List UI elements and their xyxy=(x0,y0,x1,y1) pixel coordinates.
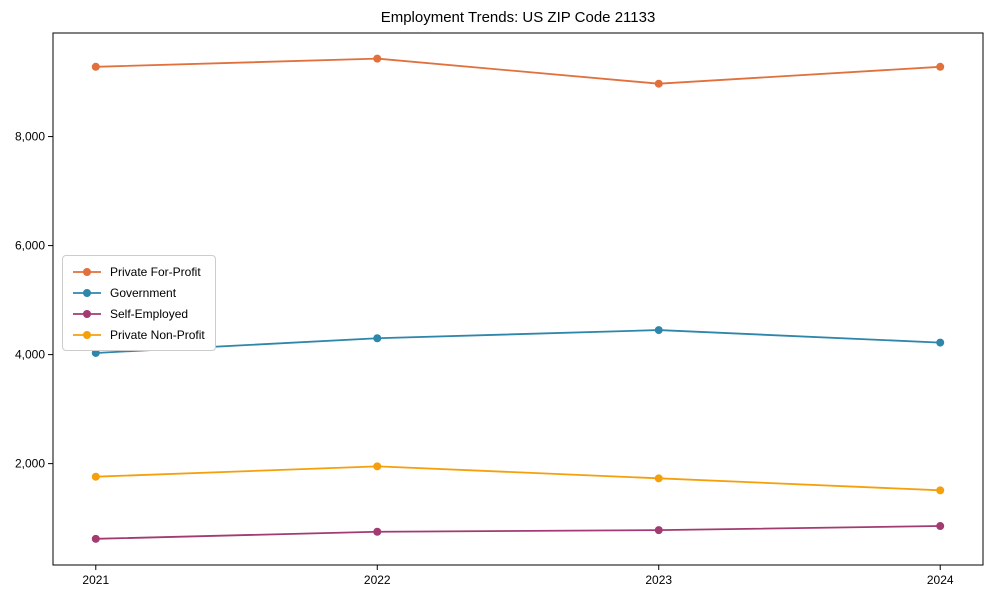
legend-item-government: Government xyxy=(72,284,205,301)
data-point-marker xyxy=(936,486,945,495)
legend: Private For-Profit Government Self-Emplo… xyxy=(62,255,216,351)
data-point-marker xyxy=(91,62,100,71)
legend-item-private-for-profit: Private For-Profit xyxy=(72,263,205,280)
x-tick-label: 2022 xyxy=(364,573,391,587)
data-point-marker xyxy=(936,338,945,347)
data-point-marker xyxy=(936,522,945,531)
data-point-marker xyxy=(373,462,382,471)
legend-item-self-employed: Self-Employed xyxy=(72,305,205,322)
legend-line-marker-icon xyxy=(73,309,101,318)
data-point-marker xyxy=(373,334,382,343)
data-point-marker xyxy=(91,534,100,543)
x-tick-label: 2024 xyxy=(927,573,954,587)
data-point-marker xyxy=(654,474,663,483)
legend-label: Private For-Profit xyxy=(110,264,201,279)
data-point-marker xyxy=(373,54,382,63)
legend-item-private-non-profit: Private Non-Profit xyxy=(72,326,205,343)
y-tick-label: 4,000 xyxy=(15,348,45,362)
legend-label: Private Non-Profit xyxy=(110,327,205,342)
legend-line-marker-icon xyxy=(73,288,101,297)
legend-label: Self-Employed xyxy=(110,306,189,321)
y-tick-label: 2,000 xyxy=(15,457,45,471)
legend-label: Government xyxy=(110,285,177,300)
data-point-marker xyxy=(91,472,100,481)
axes-box xyxy=(52,32,984,566)
data-point-marker xyxy=(654,326,663,335)
series-line xyxy=(95,329,941,354)
series-line xyxy=(95,57,941,85)
x-tick-label: 2023 xyxy=(645,573,672,587)
series-line xyxy=(95,525,941,540)
legend-line-marker-icon xyxy=(73,267,101,276)
data-point-marker xyxy=(654,526,663,535)
data-point-marker xyxy=(936,62,945,71)
data-point-marker xyxy=(654,79,663,88)
y-tick-label: 8,000 xyxy=(15,130,45,144)
legend-line-marker-icon xyxy=(73,330,101,339)
y-tick-label: 6,000 xyxy=(15,239,45,253)
x-tick-label: 2021 xyxy=(82,573,109,587)
series-line xyxy=(95,465,941,492)
data-point-marker xyxy=(373,527,382,536)
chart-title: Employment Trends: US ZIP Code 21133 xyxy=(380,9,656,26)
